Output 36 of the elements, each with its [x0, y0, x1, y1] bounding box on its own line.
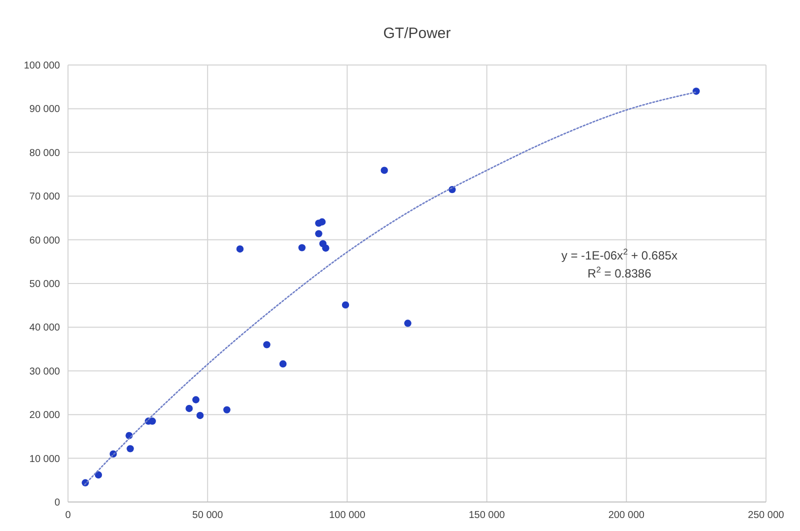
- x-tick-label: 100 000: [329, 510, 366, 521]
- chart-title: GT/Power: [383, 25, 451, 42]
- y-tick-label: 40 000: [29, 322, 60, 334]
- point: [279, 360, 287, 368]
- y-tick-label: 50 000: [29, 279, 60, 290]
- y-tick-label: 100 000: [24, 60, 60, 72]
- point: [236, 245, 244, 253]
- y-tick-label: 10 000: [29, 454, 60, 465]
- annotation: R$^{2}$ = 0.8386: [588, 264, 652, 280]
- point: [186, 404, 193, 412]
- x-tick-label: 150 000: [468, 510, 506, 521]
- point: [196, 412, 204, 420]
- point: [94, 471, 102, 479]
- point: [318, 218, 326, 226]
- x-tick-label: 250 000: [748, 510, 785, 521]
- point: [380, 166, 388, 174]
- point: [192, 396, 200, 404]
- x-tick-label: 200 000: [608, 510, 645, 521]
- point: [322, 244, 330, 252]
- y-tick-label: 30 000: [29, 366, 60, 378]
- y-tick-label: 70 000: [29, 192, 60, 203]
- y-tick-label: 90 000: [29, 104, 60, 116]
- point: [342, 301, 350, 309]
- y-tick-label: 80 000: [29, 148, 60, 159]
- point: [315, 230, 322, 238]
- point: [404, 320, 412, 327]
- y-tick-label: 20 000: [29, 410, 60, 422]
- y-tick-label: 0: [54, 498, 60, 508]
- point: [263, 341, 270, 348]
- y-tick-label: 60 000: [29, 235, 60, 246]
- x-tick-label: 50 000: [192, 510, 224, 521]
- annotation: y = -1E-06x$^{2}$ + 0.685x: [561, 246, 678, 262]
- x-tick-label: 0: [65, 510, 72, 521]
- point: [298, 244, 306, 252]
- point: [223, 406, 230, 414]
- point: [126, 445, 134, 452]
